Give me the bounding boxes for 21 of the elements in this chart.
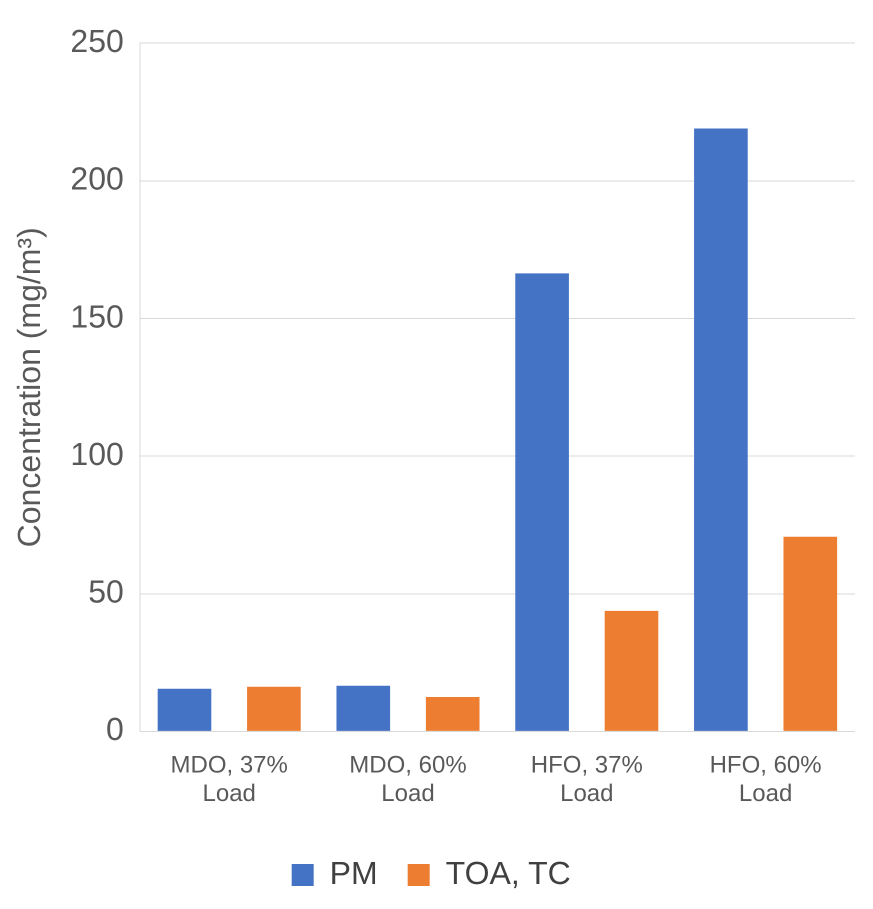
y-tick-label: 150 — [70, 298, 124, 334]
bar — [158, 688, 212, 731]
y-tick-label: 100 — [70, 436, 124, 472]
bar — [247, 686, 301, 731]
bar — [694, 128, 748, 731]
bar — [783, 536, 838, 731]
y-tick-label: 50 — [88, 574, 124, 610]
x-tick-label: MDO, 60% Load — [349, 751, 467, 808]
bar — [426, 696, 480, 731]
bar — [604, 610, 658, 731]
y-tick-label: 250 — [70, 23, 124, 60]
bar — [515, 273, 569, 731]
y-axis-title: Concentration (mg/m³) — [11, 227, 48, 548]
legend-label: PM — [330, 854, 378, 891]
x-tick-label: HFO, 37% Load — [530, 751, 643, 808]
y-tick-label: 200 — [70, 160, 124, 197]
x-tick-label: MDO, 37% Load — [170, 751, 288, 808]
y-tick-label: 0 — [106, 711, 124, 748]
x-tick-label: HFO, 60% Load — [710, 751, 822, 808]
legend-label: TOA, TC — [446, 854, 571, 891]
bar — [336, 686, 390, 731]
